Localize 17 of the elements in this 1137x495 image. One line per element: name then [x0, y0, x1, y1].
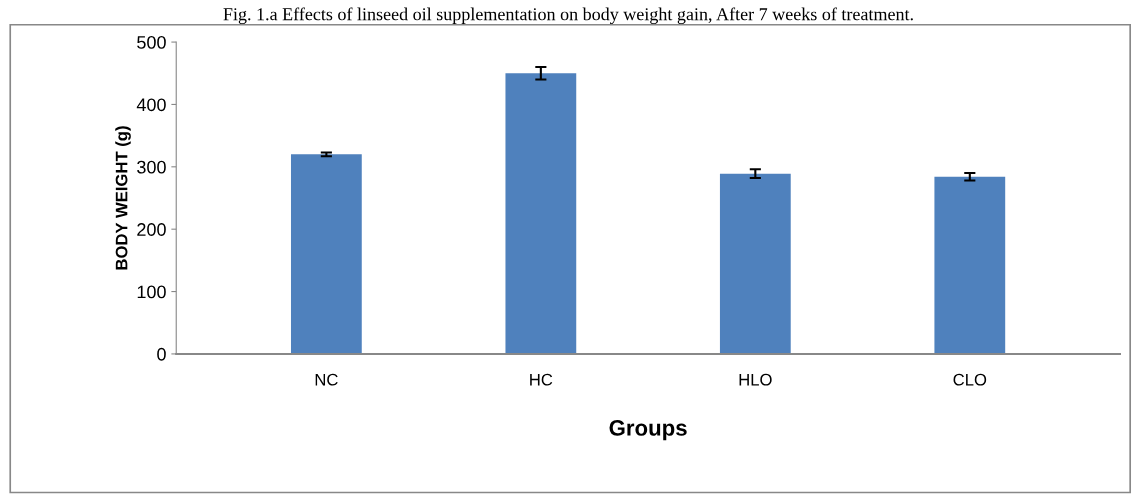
y-tick-label: 100 [137, 285, 166, 299]
x-tick-label: HLO [739, 373, 772, 386]
y-tick-label: 300 [137, 160, 166, 174]
y-tick-label: 500 [137, 36, 166, 49]
bar [719, 173, 791, 354]
y-tick-label: 0 [157, 347, 166, 361]
bar [290, 154, 362, 354]
x-tick-label: CLO [953, 373, 987, 386]
x-tick-label: NC [315, 373, 338, 386]
y-tick-label: 200 [137, 223, 166, 236]
y-tick-label: 400 [136, 98, 166, 112]
chart-title: Fig. 1.a Effects of linseed oil supplementation on body weight gain, After 7 weeks of treatment. [223, 7, 913, 25]
bar [934, 176, 1006, 354]
y-axis-title: BODY WEIGHT (g) [115, 126, 131, 270]
x-axis-title: Groups [609, 420, 687, 441]
x-tick-label: HC [530, 373, 553, 386]
bar [505, 73, 577, 354]
